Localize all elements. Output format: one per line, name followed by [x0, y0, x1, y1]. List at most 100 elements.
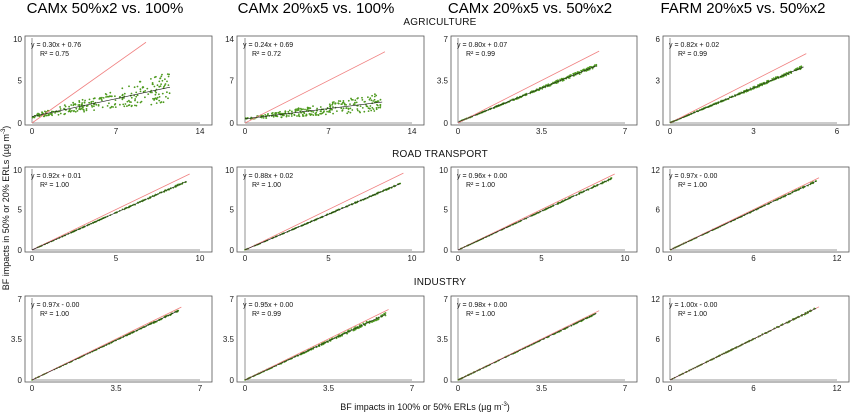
fit-equation: y = 0.95x + 0.00: [243, 302, 293, 309]
scatter-point: [370, 99, 373, 102]
scatter-point: [350, 97, 352, 100]
scatter-point: [165, 95, 167, 98]
scatter-point: [168, 73, 171, 76]
scatter-point: [168, 92, 171, 95]
panel-frame: [662, 166, 850, 253]
r-squared: R² = 1.00: [252, 182, 281, 189]
identity-line: [669, 53, 807, 124]
scatter-point: [337, 100, 340, 102]
scatter-point: [155, 98, 158, 100]
scatter-point: [161, 73, 163, 76]
scatter-point: [108, 102, 110, 105]
scatter-point: [261, 116, 263, 119]
fit-line: [244, 314, 386, 381]
scatter-point: [328, 109, 331, 112]
y-tick-label: 3.5: [223, 335, 235, 344]
panel-frame: [24, 295, 213, 383]
scatter-point: [785, 74, 788, 77]
x-tick-label: 7: [114, 127, 119, 136]
scatter-point: [267, 113, 269, 115]
scatter-point: [112, 106, 114, 108]
scatter-point: [380, 314, 383, 317]
y-tick-label: 7: [444, 295, 449, 304]
scatter-point: [126, 100, 129, 103]
scatter-point: [167, 75, 170, 78]
x-tick-label: 10: [621, 254, 630, 263]
scatter-point: [325, 113, 327, 116]
scatter-point: [377, 106, 380, 109]
scatter-point: [59, 108, 62, 110]
x-tick-label: 12: [833, 384, 842, 393]
scatter-point: [346, 112, 349, 115]
scatter-point: [64, 112, 66, 115]
identity-line: [244, 309, 389, 381]
scatter-point: [76, 110, 79, 112]
scatter-point: [166, 91, 168, 94]
scatter-point: [379, 105, 382, 107]
scatter-point: [363, 110, 366, 113]
scatter-point: [545, 84, 547, 87]
panel-1-2: 0 5 10 0 5 10 y = 0.96x + 0.00 R² = 1.00: [439, 166, 638, 263]
scatter-point: [78, 106, 81, 109]
fit-equation: y = 0.98x + 0.00: [457, 302, 507, 309]
x-tick-label: 14: [408, 127, 417, 136]
scatter-point: [279, 110, 281, 113]
scatter-point: [153, 76, 156, 79]
scatter-point: [121, 98, 124, 101]
scatter-point: [285, 115, 288, 118]
x-tick-label: 0: [30, 384, 35, 393]
scatter-point: [293, 113, 296, 116]
scatter-point: [280, 116, 283, 118]
scatter-point: [152, 97, 154, 100]
panel-2-1: 0 3.5 7 0 3.5 7 y = 0.95x + 0.00 R² = 0.99: [223, 295, 425, 393]
y-tick-label: 6: [656, 335, 661, 344]
scatter-point: [158, 85, 161, 88]
scatter-point: [306, 106, 309, 109]
scatter-point: [375, 108, 378, 111]
scatter-point: [366, 105, 369, 108]
scatter-point: [151, 83, 154, 85]
scatter-point: [294, 110, 297, 113]
scatter-point: [556, 81, 559, 84]
scatter-point: [331, 102, 334, 105]
identity-line: [457, 50, 600, 124]
y-tick-label: 0: [230, 246, 235, 255]
y-tick-label: 0: [18, 246, 23, 255]
scatter-point: [305, 113, 308, 116]
fit-line: [31, 181, 187, 251]
y-axis-label: BF impacts in 50% or 20% ERLs (µg m-3): [1, 126, 11, 291]
scatter-point: [373, 98, 376, 101]
x-tick-label: 5: [326, 254, 331, 263]
scatter-point: [354, 99, 357, 102]
scatter-point: [128, 85, 130, 88]
y-tick-label: 7: [230, 295, 235, 304]
scatter-point: [377, 318, 380, 321]
x-tick-label: 3.5: [323, 384, 335, 393]
scatter-point: [304, 108, 306, 111]
scatter-point: [349, 107, 352, 110]
column-title-2: CAMx 20%x5 vs. 50%x2: [448, 0, 612, 17]
y-tick-label: 0: [444, 376, 449, 385]
scatter-point: [347, 110, 350, 113]
scatter-point: [88, 101, 90, 104]
scatter-point: [154, 90, 157, 93]
fit-line: [244, 101, 383, 120]
scatter-point: [341, 110, 344, 112]
y-tick-label: 5: [444, 206, 449, 215]
scatter-point: [127, 99, 130, 102]
scatter-point: [364, 100, 366, 103]
scatter-point: [134, 99, 136, 102]
r-squared: R² = 1.00: [40, 311, 69, 318]
scatter-point: [113, 103, 116, 106]
scatter-point: [72, 104, 75, 107]
scatter-point: [129, 101, 131, 103]
scatter-point: [161, 92, 164, 95]
scatter-point: [98, 98, 101, 100]
fit-line: [31, 86, 171, 117]
x-tick-label: 10: [196, 254, 205, 263]
scatter-point: [334, 102, 336, 105]
x-tick-label: 0: [456, 254, 461, 263]
scatter-point: [290, 115, 293, 117]
scatter-point: [352, 329, 355, 332]
scatter-point: [166, 80, 168, 83]
